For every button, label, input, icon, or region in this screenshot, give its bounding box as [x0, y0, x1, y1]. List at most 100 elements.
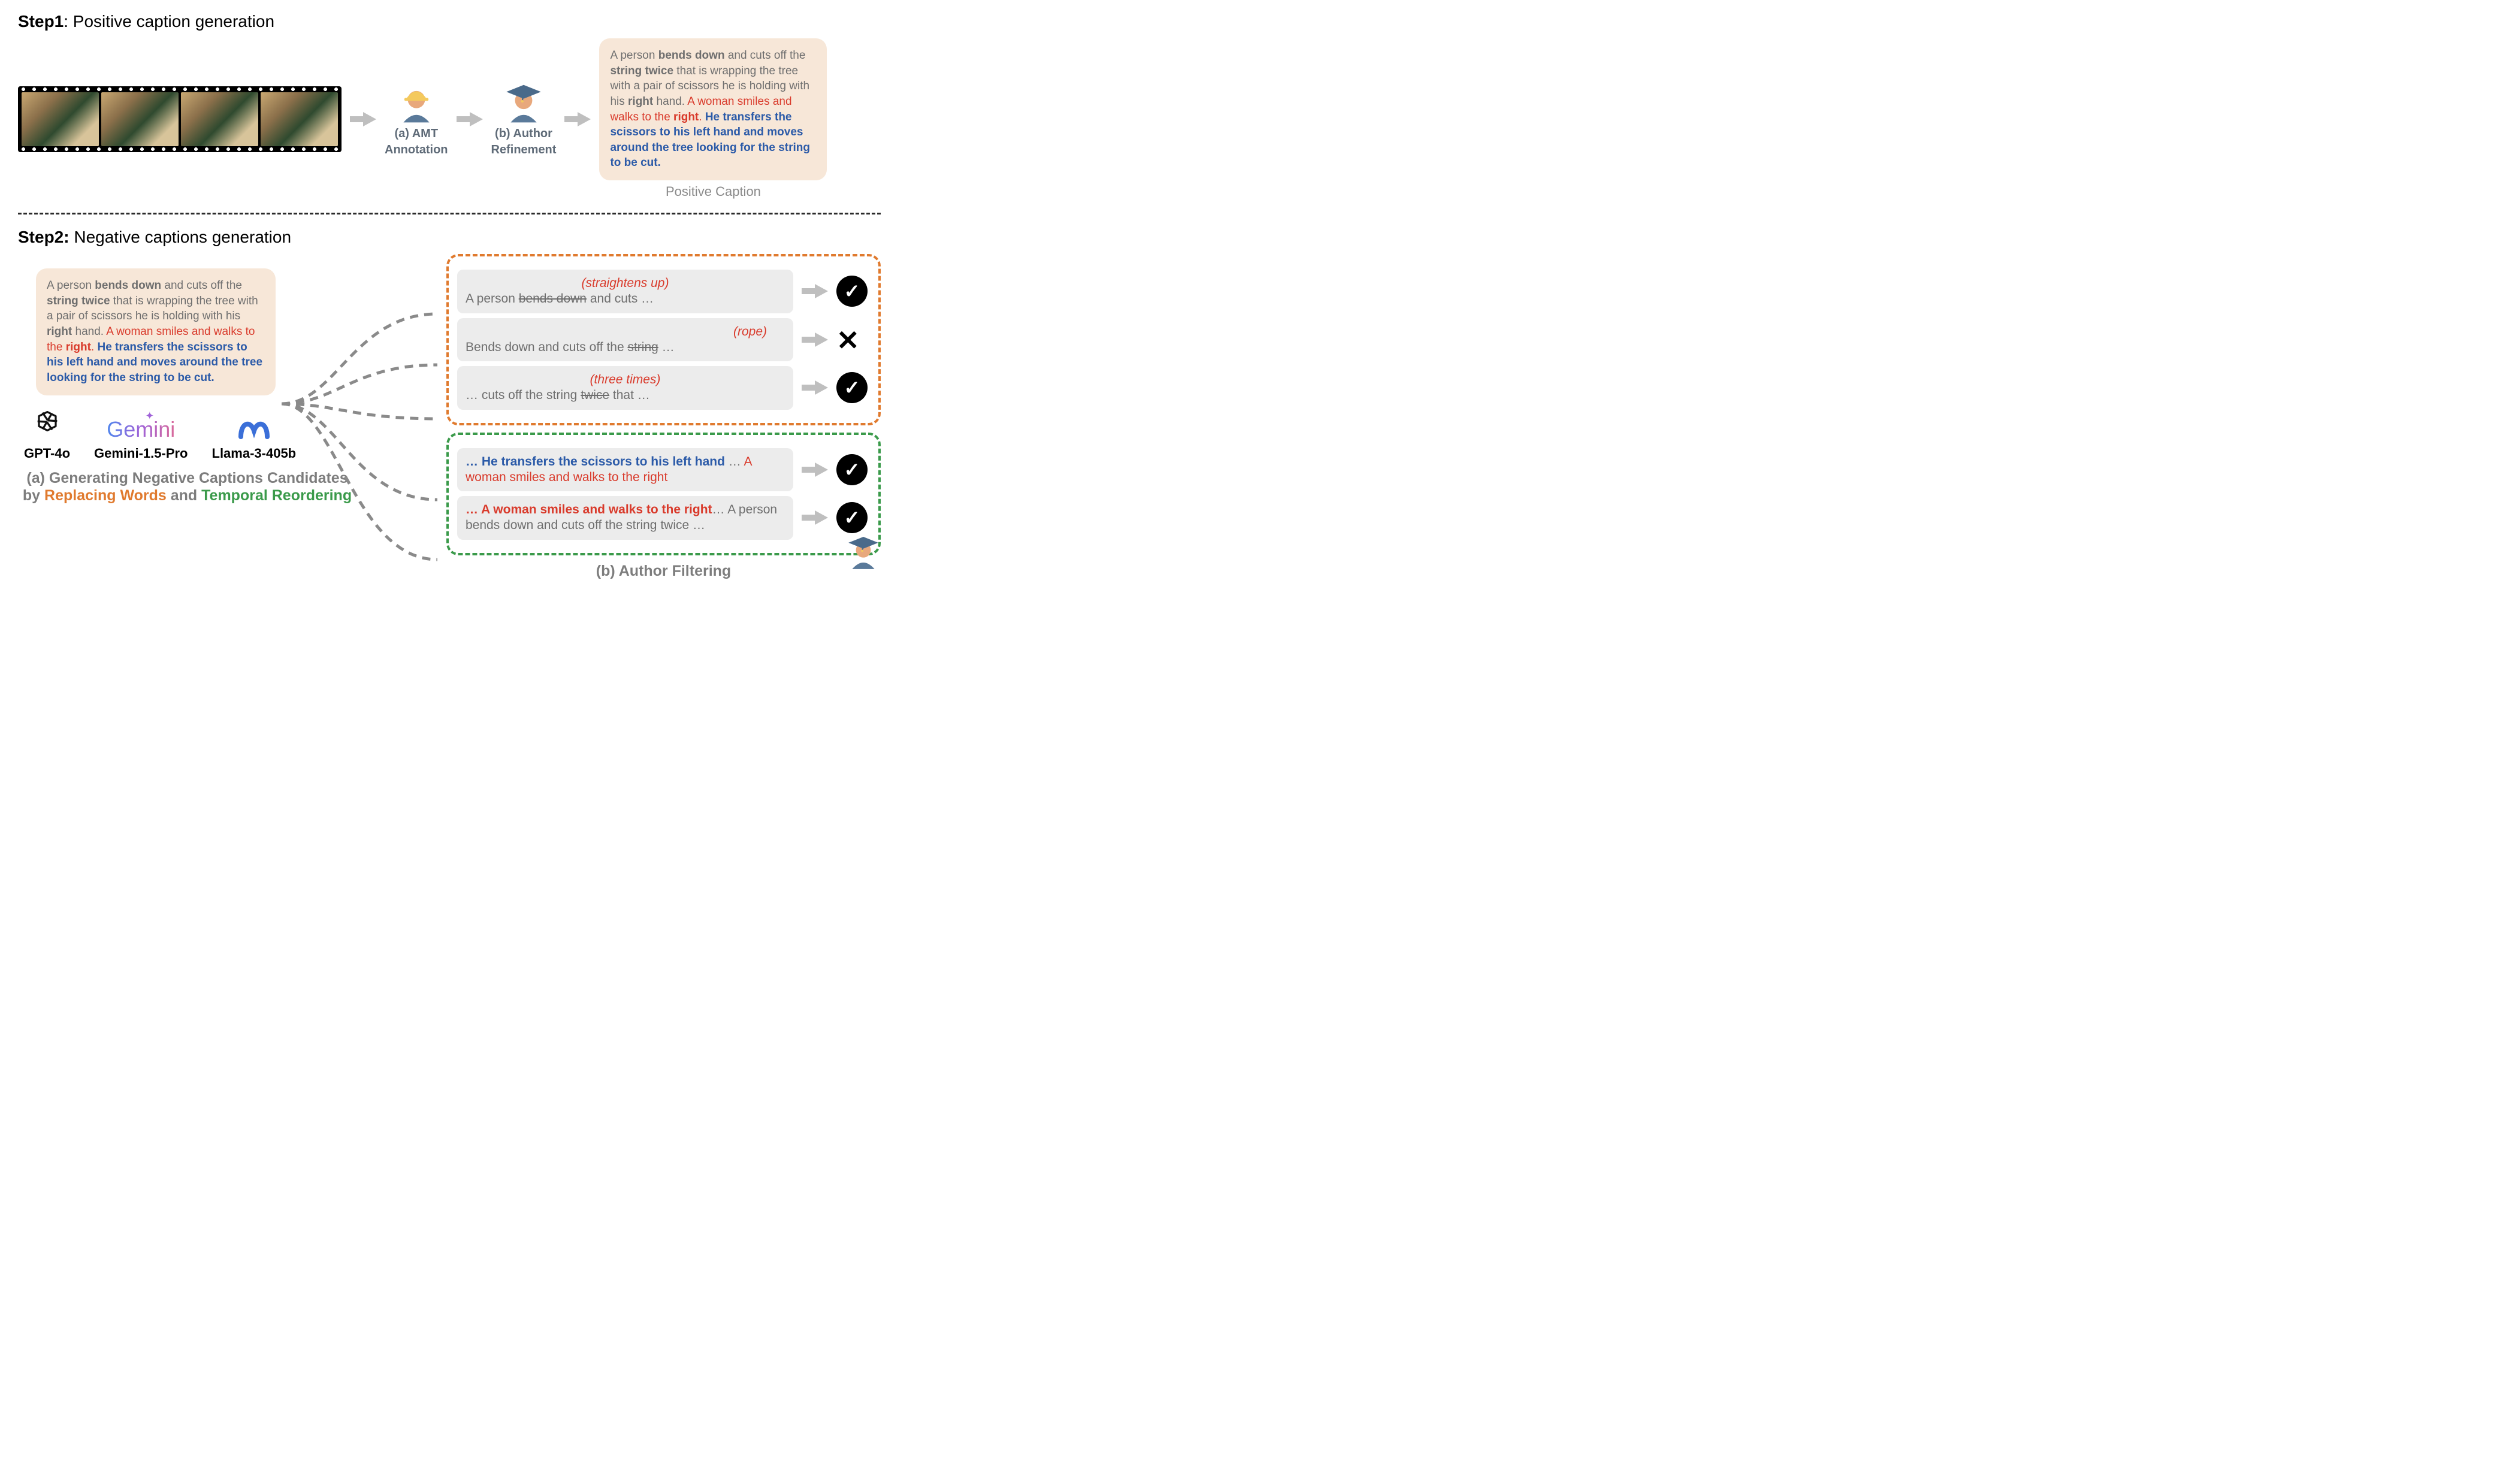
- author-label-a: (b) Author: [495, 127, 552, 141]
- arrow-icon: [564, 112, 591, 126]
- legend-green: Temporal Reordering: [201, 487, 352, 504]
- cap-red: .: [91, 341, 98, 353]
- cap-bold: bends down: [658, 49, 725, 62]
- arrow-icon: [802, 380, 828, 395]
- cap-red-bold: right: [66, 341, 91, 353]
- step2-bold: Step2:: [18, 228, 69, 246]
- divider: [18, 213, 881, 214]
- temporal-group: … He transfers the scissors to his left …: [446, 433, 881, 555]
- gpt-label: GPT-4o: [24, 446, 70, 461]
- cap-bold: right: [47, 325, 72, 338]
- worker-icon: [395, 81, 438, 125]
- video-frame: [261, 92, 338, 146]
- replace-words-group: (straightens up) A person bends down and…: [446, 254, 881, 425]
- neg-red-bold: … A woman smiles and walks to the right: [466, 503, 712, 516]
- neg-text: Bends down and cuts off the: [466, 340, 627, 354]
- arrow-icon: [350, 112, 376, 126]
- positive-caption-box: A person bends down and cuts off the str…: [599, 38, 827, 180]
- step1-bold: Step1: [18, 12, 64, 31]
- step2-right: (straightens up) A person bends down and…: [362, 254, 881, 580]
- insertion: (three times): [590, 373, 661, 386]
- video-frame: [181, 92, 258, 146]
- legend-line-a: (a) Generating Negative Captions Candida…: [18, 470, 356, 487]
- check-icon: [836, 372, 868, 403]
- openai-icon: [31, 409, 64, 442]
- neg-row: (rope) Bends down and cuts off the strin…: [457, 318, 868, 362]
- cap-text: and cuts off the: [725, 49, 806, 62]
- neg-row: (straightens up) A person bends down and…: [457, 270, 868, 313]
- arrow-icon: [457, 112, 483, 126]
- filter-label: (b) Author Filtering: [446, 563, 881, 580]
- cap-text: hand.: [72, 325, 106, 338]
- check-icon: [836, 454, 868, 485]
- neg-text: …: [712, 503, 728, 516]
- positive-caption-label: Positive Caption: [599, 184, 827, 200]
- step2-header: Step2: Negative captions generation: [18, 228, 881, 247]
- cap-bold: right: [628, 95, 653, 108]
- neg-caption-5: … A woman smiles and walks to the right……: [457, 496, 793, 540]
- video-frame: [101, 92, 179, 146]
- cap-text: A person: [610, 49, 658, 62]
- neg-row: … A woman smiles and walks to the right……: [457, 496, 868, 540]
- gemini-label: Gemini-1.5-Pro: [94, 446, 188, 461]
- neg-text: that …: [609, 388, 650, 402]
- step2-container: A person bends down and cuts off the str…: [18, 254, 881, 580]
- arrow-icon: [802, 463, 828, 477]
- neg-row: … He transfers the scissors to his left …: [457, 448, 868, 492]
- cap-text: A person: [47, 279, 95, 292]
- check-icon: [836, 276, 868, 307]
- llama-label: Llama-3-405b: [212, 446, 297, 461]
- step2-rest: Negative captions generation: [69, 228, 291, 246]
- strike-text: string: [627, 340, 658, 354]
- arrow-icon: [802, 284, 828, 298]
- neg-caption-4: … He transfers the scissors to his left …: [457, 448, 793, 492]
- neg-text: A person: [466, 292, 519, 306]
- neg-row: (three times) … cuts off the string twic…: [457, 366, 868, 410]
- legend-text: by: [23, 487, 44, 504]
- insertion: (rope): [733, 325, 767, 338]
- author-label-b: Refinement: [491, 143, 557, 157]
- source-caption-box: A person bends down and cuts off the str…: [36, 268, 276, 395]
- cap-red: .: [699, 111, 705, 123]
- arrow-icon: [802, 510, 828, 525]
- meta-icon: [236, 415, 272, 442]
- cross-icon: [836, 324, 868, 355]
- author-persona: (b) Author Refinement: [491, 81, 557, 157]
- sparkle-icon: ✦: [145, 410, 154, 422]
- legend-text: and: [167, 487, 201, 504]
- graduate-icon: [502, 81, 545, 125]
- neg-blue: … He transfers the scissors to his left …: [466, 455, 725, 469]
- filmstrip: [18, 86, 342, 152]
- strike-text: twice: [581, 388, 609, 402]
- llama-logo: Llama-3-405b: [212, 415, 297, 461]
- cap-bold: bends down: [95, 279, 161, 292]
- neg-text: …: [658, 340, 675, 354]
- neg-caption-2: (rope) Bends down and cuts off the strin…: [457, 318, 793, 362]
- legend-line-b: by Replacing Words and Temporal Reorderi…: [18, 487, 356, 504]
- legend-orange: Replacing Words: [44, 487, 167, 504]
- cap-bold: string twice: [610, 65, 673, 77]
- strike-text: bends down: [519, 292, 587, 306]
- cap-text: and cuts off the: [161, 279, 242, 292]
- step2-left: A person bends down and cuts off the str…: [18, 254, 356, 580]
- neg-caption-1: (straightens up) A person bends down and…: [457, 270, 793, 313]
- model-logos: GPT-4o ✦ Gemini Gemini-1.5-Pro Llama-3-4…: [24, 409, 356, 461]
- gemini-wordmark: Gemini: [107, 417, 175, 442]
- graduate-icon: [845, 534, 882, 571]
- step1-row: (a) AMT Annotation (b) Author Refinement…: [18, 38, 881, 200]
- cap-red-bold: right: [673, 111, 699, 123]
- cap-bold: string twice: [47, 295, 110, 307]
- step1-rest: : Positive caption generation: [64, 12, 274, 31]
- neg-text: and cuts …: [587, 292, 654, 306]
- step1-header: Step1: Positive caption generation: [18, 12, 881, 31]
- neg-text: … cuts off the string: [466, 388, 581, 402]
- amt-persona: (a) AMT Annotation: [385, 81, 448, 157]
- positive-caption-wrap: A person bends down and cuts off the str…: [599, 38, 827, 200]
- cap-text: hand.: [653, 95, 687, 108]
- gpt-logo: GPT-4o: [24, 409, 70, 461]
- video-frame: [22, 92, 99, 146]
- neg-caption-3: (three times) … cuts off the string twic…: [457, 366, 793, 410]
- gemini-logo: ✦ Gemini Gemini-1.5-Pro: [94, 417, 188, 461]
- insertion: (straightens up): [582, 276, 669, 290]
- arrow-icon: [802, 333, 828, 347]
